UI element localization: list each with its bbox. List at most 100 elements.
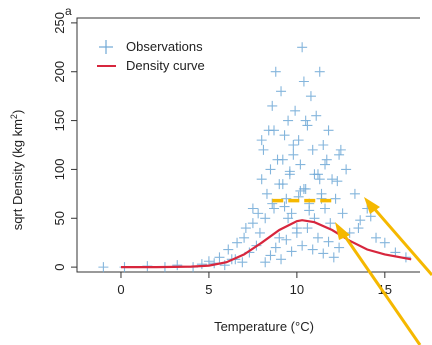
observation-point bbox=[302, 120, 313, 131]
observation-point bbox=[267, 198, 278, 209]
observation-point bbox=[297, 240, 308, 251]
y-tick-label: 250 bbox=[52, 12, 67, 34]
observation-point bbox=[305, 91, 316, 102]
observation-point bbox=[276, 86, 287, 97]
plot-frame bbox=[76, 17, 420, 273]
observation-point bbox=[291, 227, 302, 238]
observation-point bbox=[286, 246, 297, 257]
arrow-upper-head bbox=[364, 197, 380, 214]
observation-point bbox=[288, 149, 299, 160]
observation-point bbox=[325, 218, 336, 229]
observation-point bbox=[314, 66, 325, 77]
observation-point bbox=[214, 252, 225, 263]
observation-point bbox=[274, 232, 285, 243]
y-axis: 0 50 100 150 200 250 bbox=[52, 12, 77, 271]
observation-point bbox=[196, 259, 207, 270]
observation-point bbox=[270, 242, 281, 253]
observation-point bbox=[283, 213, 294, 224]
x-tick-label: 15 bbox=[378, 282, 392, 297]
x-axis-label: Temperature (°C) bbox=[214, 319, 314, 334]
observation-point bbox=[314, 174, 325, 185]
observation-point bbox=[223, 244, 234, 255]
observation-point bbox=[288, 140, 299, 150]
observation-point bbox=[307, 244, 318, 255]
observation-point bbox=[341, 164, 352, 175]
observation-point bbox=[239, 232, 250, 243]
observation-point bbox=[318, 140, 329, 150]
observation-point bbox=[320, 159, 331, 170]
observation-point bbox=[281, 234, 292, 245]
density-curve-line bbox=[121, 219, 412, 269]
observation-point bbox=[261, 188, 272, 199]
observation-point bbox=[247, 203, 258, 214]
observation-point bbox=[279, 201, 290, 212]
y-tick-label: 200 bbox=[52, 61, 67, 83]
x-tick-label: 5 bbox=[205, 282, 212, 297]
observation-point bbox=[172, 260, 183, 271]
observation-point bbox=[371, 232, 382, 243]
y-tick-label: 0 bbox=[52, 263, 67, 270]
density-curve-layer bbox=[121, 219, 412, 269]
y-tick-label: 50 bbox=[52, 211, 67, 225]
observation-point bbox=[297, 42, 308, 53]
observation-point bbox=[307, 144, 318, 155]
observation-point bbox=[330, 193, 341, 204]
observation-point bbox=[260, 213, 271, 224]
y-axis-label-main: sqrt Density (kg km bbox=[10, 119, 25, 230]
observation-point bbox=[269, 125, 280, 136]
observation-point bbox=[379, 237, 390, 248]
observation-point bbox=[276, 254, 287, 265]
observation-point bbox=[295, 185, 306, 196]
observation-point bbox=[284, 166, 295, 177]
observation-point bbox=[279, 130, 290, 141]
observation-point bbox=[349, 188, 360, 199]
y-tick-label: 100 bbox=[52, 159, 67, 181]
observation-point bbox=[328, 252, 339, 263]
observation-point bbox=[311, 110, 322, 121]
observation-point bbox=[327, 174, 338, 185]
observation-point bbox=[240, 223, 251, 234]
observation-point bbox=[232, 237, 243, 248]
observation-point bbox=[277, 154, 288, 165]
observation-point bbox=[283, 115, 294, 126]
observation-point bbox=[260, 257, 271, 268]
observation-point bbox=[295, 159, 306, 170]
observation-point bbox=[312, 232, 323, 243]
y-axis-label-close: ) bbox=[10, 110, 25, 114]
observation-point bbox=[332, 176, 343, 187]
observation-point bbox=[337, 208, 348, 219]
observation-point bbox=[98, 262, 109, 273]
observation-point bbox=[258, 144, 269, 155]
plot-border bbox=[76, 17, 420, 273]
arrow-upper bbox=[370, 205, 432, 276]
observation-point bbox=[253, 208, 264, 219]
observation-point bbox=[334, 242, 345, 253]
observation-point bbox=[269, 203, 280, 214]
arrow-lower-head bbox=[335, 222, 350, 240]
observation-point bbox=[265, 164, 276, 175]
observation-point bbox=[237, 257, 248, 268]
observation-point bbox=[321, 154, 332, 165]
observation-point bbox=[267, 100, 278, 111]
observation-point bbox=[304, 205, 315, 216]
observation-point bbox=[320, 203, 331, 214]
y-axis-label-sup: 2 bbox=[9, 114, 19, 119]
observation-point bbox=[309, 169, 320, 180]
y-tick-label: 150 bbox=[52, 110, 67, 132]
observation-point bbox=[290, 105, 301, 116]
legend-marker-observations bbox=[99, 40, 113, 54]
observation-point bbox=[334, 149, 345, 160]
observation-point bbox=[256, 174, 267, 185]
y-axis-label: sqrt Density (kg km2) bbox=[9, 110, 25, 231]
legend: Observations Density curve bbox=[97, 39, 205, 73]
observation-point bbox=[247, 218, 258, 229]
observation-point bbox=[323, 125, 334, 136]
arrow-lower bbox=[340, 231, 422, 345]
panel-label: a bbox=[65, 4, 72, 18]
observation-point bbox=[274, 179, 285, 190]
x-tick-label: 0 bbox=[117, 282, 124, 297]
observation-point bbox=[355, 215, 366, 226]
observation-point bbox=[300, 115, 311, 126]
observation-point bbox=[281, 193, 292, 204]
